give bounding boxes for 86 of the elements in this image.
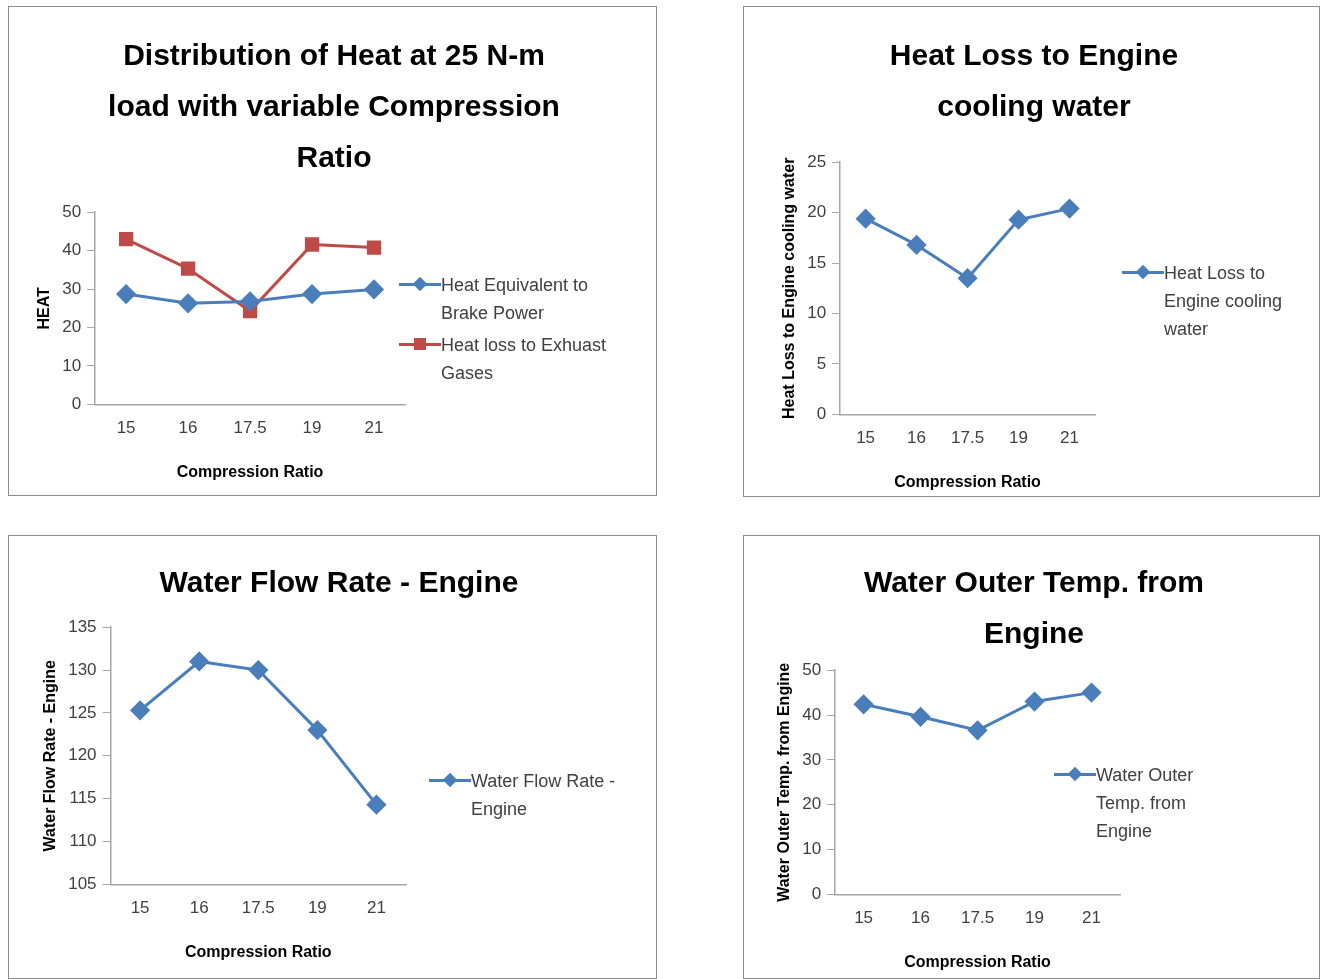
y-tick-label: 10 (802, 839, 822, 859)
x-axis-title: Compression Ratio (894, 472, 1042, 490)
y-tick-label: 40 (62, 240, 82, 260)
y-tick-label: 40 (802, 704, 822, 724)
y-tick-label: 50 (62, 201, 82, 221)
point (118, 231, 134, 247)
point (304, 237, 320, 252)
y-tick-label: 125 (68, 702, 97, 722)
y-tick-label: 110 (69, 831, 97, 851)
point (130, 700, 150, 720)
x-tick-label: 17.5 (241, 898, 275, 918)
x-tick-label: 19 (1025, 908, 1044, 928)
point (1025, 692, 1045, 712)
chart-title: Heat Loss to Engine cooling water (888, 37, 1180, 124)
x-tick-label: 17.5 (233, 418, 267, 438)
x-axis-title: Compression Ratio (904, 952, 1052, 970)
point (1060, 199, 1080, 219)
y-tick-label: 25 (807, 151, 827, 171)
x-tick-label: 19 (307, 898, 327, 918)
legend-label: Heat Loss to Engine cooling water (1164, 262, 1284, 341)
point (116, 284, 136, 304)
legend-label: Heat loss to Exhuast Gases (441, 334, 608, 385)
y-tick-label: 30 (802, 749, 822, 769)
point (178, 293, 198, 313)
y-tick-label: 0 (71, 394, 82, 414)
point (366, 795, 386, 815)
x-tick-label: 21 (367, 898, 386, 918)
x-tick-label: 15 (854, 908, 874, 928)
point (189, 651, 209, 671)
x-tick-label: 21 (1060, 428, 1079, 448)
x-axis-title: Compression Ratio (176, 462, 324, 480)
x-tick-label: 16 (907, 428, 927, 448)
y-tick-label: 115 (69, 788, 97, 808)
point (1009, 210, 1029, 230)
point (854, 694, 874, 714)
y-tick-label: 30 (62, 278, 82, 298)
y-tick-label: 10 (62, 355, 82, 375)
x-tick-label: 21 (364, 418, 384, 438)
point (911, 707, 931, 727)
legend-label: Heat Equivalent to Brake Power (441, 274, 590, 325)
y-tick-label: 20 (802, 794, 822, 814)
legend-label: Water Outer Temp. from Engine (1096, 764, 1195, 843)
point (968, 720, 988, 740)
y-tick-label: 10 (807, 303, 827, 323)
y-axis-title: HEAT (35, 286, 53, 330)
y-tick-label: 5 (816, 353, 827, 373)
point (856, 209, 876, 229)
y-tick-label: 120 (68, 745, 97, 765)
x-tick-label: 15 (116, 418, 136, 438)
x-tick-label: 21 (1082, 908, 1101, 928)
point (307, 720, 327, 740)
x-tick-label: 17.5 (961, 908, 995, 928)
x-axis-title: Compression Ratio (184, 942, 332, 960)
chart-title: Water Outer Temp. from Engine (862, 564, 1205, 651)
point (907, 235, 927, 255)
chart-title: Water Flow Rate - Engine (158, 564, 520, 600)
point (958, 268, 978, 288)
point (240, 291, 260, 311)
y-axis-title: Water Outer Temp. from Engine (775, 662, 793, 902)
y-tick-label: 105 (68, 874, 97, 894)
point (366, 240, 382, 255)
x-tick-label: 17.5 (951, 428, 985, 448)
y-axis-title: Water Flow Rate - Engine (41, 659, 59, 852)
point (180, 261, 196, 276)
point (248, 660, 268, 680)
y-axis-title: Heat Loss to Engine cooling water (780, 157, 798, 419)
point (364, 279, 384, 299)
x-tick-label: 19 (302, 418, 322, 438)
x-tick-label: 16 (189, 898, 209, 918)
y-tick-label: 15 (807, 252, 827, 272)
legend-label: Water Flow Rate - Engine (471, 770, 617, 821)
y-tick-label: 0 (811, 884, 822, 904)
y-tick-label: 20 (807, 202, 827, 222)
x-tick-label: 16 (178, 418, 198, 438)
point (1082, 683, 1102, 703)
y-tick-label: 50 (802, 659, 822, 679)
x-tick-label: 15 (856, 428, 876, 448)
x-tick-label: 19 (1009, 428, 1028, 448)
x-tick-label: 15 (130, 898, 150, 918)
y-tick-label: 20 (62, 317, 82, 337)
chart-title: Distribution of Heat at 25 N-m load with variable Compression Ratio (107, 37, 561, 175)
y-tick-label: 130 (68, 659, 97, 679)
x-tick-label: 16 (911, 908, 931, 928)
y-tick-label: 0 (816, 404, 827, 424)
point (302, 284, 322, 304)
y-tick-label: 135 (68, 616, 97, 636)
